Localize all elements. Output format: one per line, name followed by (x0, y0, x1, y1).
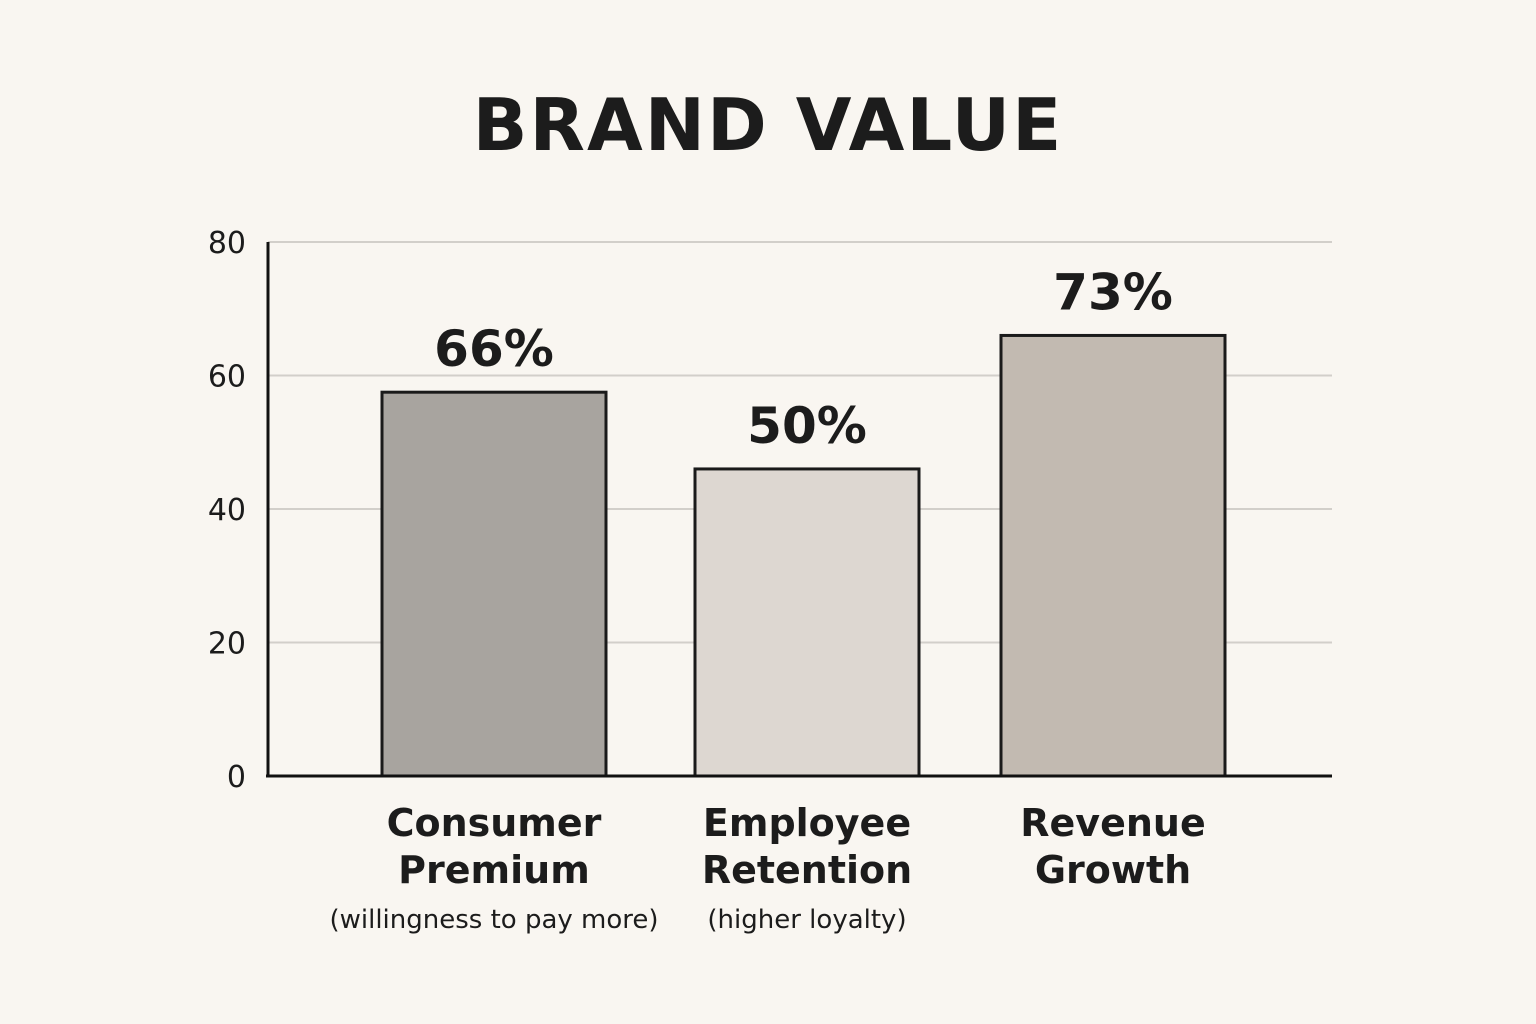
category-label: Employee (703, 801, 911, 845)
data-label: 73% (1053, 263, 1173, 321)
category-label: Growth (1035, 848, 1191, 892)
y-tick-label: 80 (208, 226, 246, 261)
category-label: Revenue (1020, 801, 1205, 845)
chart-title: BRAND VALUE (472, 83, 1064, 167)
category-label: Premium (398, 848, 590, 892)
bars (380, 333, 1227, 778)
y-tick-label: 40 (208, 493, 246, 528)
bar (999, 333, 1227, 778)
y-tick-label: 20 (208, 627, 246, 662)
y-tick-label: 0 (227, 760, 246, 795)
axes (266, 242, 1332, 778)
data-label: 50% (747, 397, 867, 455)
category-label: Consumer (387, 801, 602, 845)
data-label: 66% (434, 320, 554, 378)
category-sublabel: (higher loyalty) (707, 905, 906, 935)
bar (693, 467, 921, 778)
category-label: Retention (702, 848, 912, 892)
category-sublabel: (willingness to pay more) (329, 905, 658, 935)
y-tick-label: 60 (208, 360, 246, 395)
bar (380, 390, 608, 778)
